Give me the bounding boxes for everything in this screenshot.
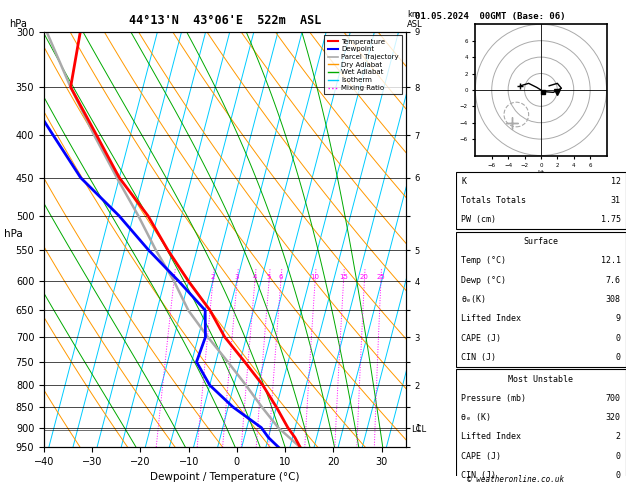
Text: 320: 320 xyxy=(606,413,621,422)
Text: 10: 10 xyxy=(311,274,320,280)
X-axis label: Dewpoint / Temperature (°C): Dewpoint / Temperature (°C) xyxy=(150,472,299,483)
Text: 1.75: 1.75 xyxy=(601,215,621,225)
Text: 9: 9 xyxy=(616,314,621,323)
Bar xyxy=(456,369,626,485)
Legend: Temperature, Dewpoint, Parcel Trajectory, Dry Adiabat, Wet Adiabat, Isotherm, Mi: Temperature, Dewpoint, Parcel Trajectory… xyxy=(325,35,402,94)
Text: Temp (°C): Temp (°C) xyxy=(461,257,506,265)
Text: 01.05.2024  00GMT (Base: 06): 01.05.2024 00GMT (Base: 06) xyxy=(415,12,565,21)
Bar xyxy=(456,232,626,367)
Text: CIN (J): CIN (J) xyxy=(461,471,496,480)
Text: 44°13'N  43°06'E  522m  ASL: 44°13'N 43°06'E 522m ASL xyxy=(129,14,321,27)
Text: 5: 5 xyxy=(267,274,271,280)
Text: Pressure (mb): Pressure (mb) xyxy=(461,394,526,403)
Text: 7.6: 7.6 xyxy=(606,276,621,285)
Text: Lifted Index: Lifted Index xyxy=(461,314,521,323)
Text: 31: 31 xyxy=(611,196,621,205)
Text: 1: 1 xyxy=(172,274,176,280)
Text: Surface: Surface xyxy=(523,237,559,246)
Text: km
ASL: km ASL xyxy=(407,10,423,29)
Text: 4: 4 xyxy=(253,274,257,280)
Text: hPa: hPa xyxy=(9,19,27,29)
Text: θₑ (K): θₑ (K) xyxy=(461,413,491,422)
Text: 700: 700 xyxy=(606,394,621,403)
Text: θₑ(K): θₑ(K) xyxy=(461,295,486,304)
Text: PW (cm): PW (cm) xyxy=(461,215,496,225)
X-axis label: kt: kt xyxy=(538,170,544,175)
Text: 0: 0 xyxy=(616,471,621,480)
Text: 2: 2 xyxy=(211,274,215,280)
Text: CIN (J): CIN (J) xyxy=(461,353,496,362)
Text: 12.1: 12.1 xyxy=(601,257,621,265)
Text: CAPE (J): CAPE (J) xyxy=(461,333,501,343)
Text: 3: 3 xyxy=(235,274,240,280)
Text: 25: 25 xyxy=(377,274,386,280)
Text: Dewp (°C): Dewp (°C) xyxy=(461,276,506,285)
Text: LCL: LCL xyxy=(411,425,426,434)
Bar xyxy=(456,172,626,229)
Text: CAPE (J): CAPE (J) xyxy=(461,451,501,461)
Text: 0: 0 xyxy=(616,353,621,362)
Text: 0: 0 xyxy=(616,333,621,343)
Y-axis label: hPa: hPa xyxy=(4,229,22,240)
Text: K: K xyxy=(461,177,466,186)
Text: 20: 20 xyxy=(360,274,369,280)
Text: 308: 308 xyxy=(606,295,621,304)
Text: Most Unstable: Most Unstable xyxy=(508,375,574,383)
Text: Lifted Index: Lifted Index xyxy=(461,433,521,441)
Text: 15: 15 xyxy=(339,274,348,280)
Text: Totals Totals: Totals Totals xyxy=(461,196,526,205)
Text: 2: 2 xyxy=(616,433,621,441)
Text: © weatheronline.co.uk: © weatheronline.co.uk xyxy=(467,474,564,484)
Text: 6: 6 xyxy=(279,274,283,280)
Text: 12: 12 xyxy=(611,177,621,186)
Text: 0: 0 xyxy=(616,451,621,461)
